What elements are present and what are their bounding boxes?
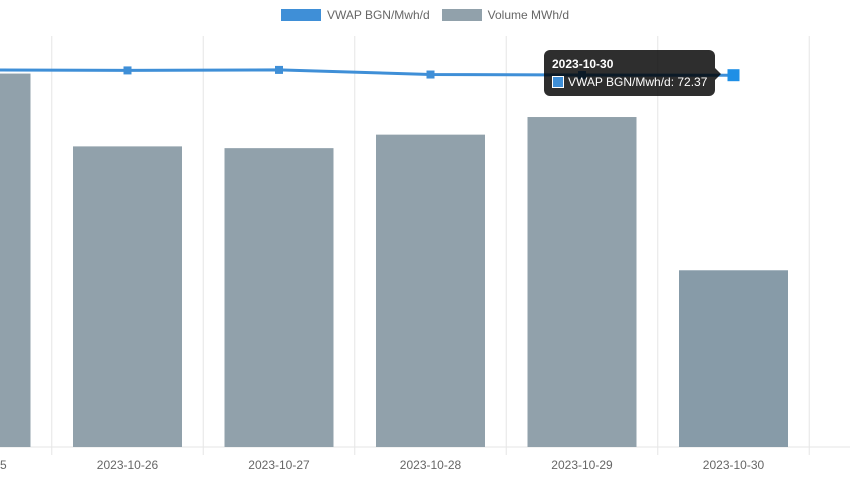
legend-swatch-vwap (280, 9, 321, 21)
volume-bar (527, 117, 637, 448)
legend-item-volume[interactable]: Volume MWh/d (441, 8, 570, 22)
x-tick-label: 2023-10-28 (400, 458, 462, 472)
volume-bar (224, 148, 334, 447)
x-axis-ticks: 2023-10-25 2023-10-26 2023-10-27 2023-10-28… (0, 458, 765, 472)
volume-bars (0, 73, 788, 448)
chart-tooltip: 2023-10-30 VWAP BGN/Mwh/d: 72.37 (544, 50, 722, 96)
legend-label-vwap: VWAP BGN/Mwh/d (326, 8, 430, 22)
x-tick-label: 2023-10-25 (0, 458, 7, 472)
legend-item-vwap[interactable]: VWAP BGN/Mwh/d (280, 8, 430, 22)
tooltip-row: VWAP BGN/Mwh/d: 72.37 (552, 74, 707, 90)
vwap-point (275, 65, 283, 74)
tooltip-title: 2023-10-30 (552, 57, 614, 71)
volume-bar (679, 270, 788, 447)
volume-bar (376, 134, 485, 447)
volume-bar (73, 146, 182, 447)
vwap-point (123, 66, 132, 75)
x-tick-label: 2023-10-27 (248, 458, 310, 472)
legend-swatch-volume (441, 9, 482, 21)
vwap-point (426, 70, 435, 79)
legend: VWAP BGN/Mwh/d Volume MWh/d (0, 8, 850, 22)
volume-bar (0, 73, 31, 447)
tooltip-swatch (552, 76, 564, 88)
tooltip-text: VWAP BGN/Mwh/d: 72.37 (568, 75, 708, 89)
vwap-point (727, 69, 740, 82)
legend-label-volume: Volume MWh/d (487, 8, 570, 22)
x-tick-label: 2023-10-26 (97, 458, 159, 472)
x-tick-label: 2023-10-30 (703, 458, 765, 472)
x-tick-label: 2023-10-29 (551, 458, 613, 472)
tooltip-caret (715, 68, 722, 80)
